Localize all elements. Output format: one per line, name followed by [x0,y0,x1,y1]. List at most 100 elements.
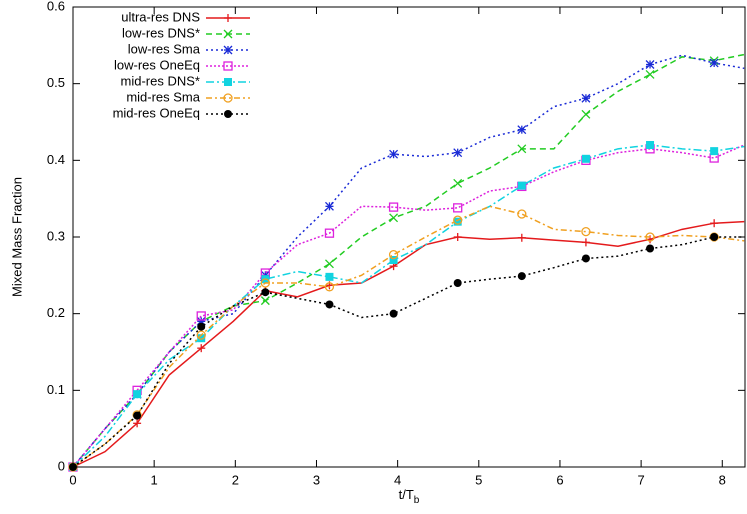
marker [581,154,590,163]
marker-stroke [581,93,591,103]
series-line [72,220,745,468]
marker [581,226,591,237]
y-tick-label: 0.4 [47,152,65,167]
marker [645,232,655,242]
marker-shape [389,256,398,264]
x-tick-label: 2 [232,472,239,487]
marker [453,217,462,226]
marker-shape [710,147,719,156]
marker-stroke [389,213,399,223]
marker [453,148,463,158]
plot-border [72,6,746,468]
y-tick-label: 0.2 [47,305,65,320]
x-tick-label: 5 [475,472,482,487]
marker [324,282,335,292]
marker [223,29,233,39]
marker-stroke [517,125,527,135]
x-tick-label: 3 [313,472,320,487]
marker [453,178,463,188]
marker-stroke [645,70,655,79]
marker-shape [517,209,527,219]
legend-label: low-res DNS* [122,25,200,40]
series-line [72,53,745,468]
marker [709,153,719,163]
marker-shape [710,233,719,241]
marker [645,60,655,69]
marker-stroke [453,178,463,188]
marker [645,70,655,79]
marker-shape [517,181,526,190]
marker-shape [325,272,334,281]
series-line [72,144,745,468]
marker [324,228,335,238]
marker [325,259,334,269]
marker-shape [388,202,399,212]
marker [389,149,399,159]
y-tick-label: 0.6 [47,0,65,13]
marker-shape [224,110,232,118]
marker [710,147,719,156]
marker [517,144,527,154]
marker-shape [197,322,206,331]
marker [517,209,527,219]
marker [196,330,206,340]
marker [453,233,462,241]
marker [197,344,206,353]
marker-shape [389,309,398,318]
y-tick-label: 0.1 [47,382,65,397]
marker-shape [646,141,655,149]
marker [388,202,399,212]
marker [133,419,142,428]
marker [710,233,719,241]
marker [517,233,526,242]
marker [224,110,232,118]
marker [517,125,527,135]
marker-shape [324,282,335,292]
marker [389,309,398,318]
legend-label: mid-res Sma [126,89,200,104]
marker [389,213,399,223]
marker [223,61,233,71]
marker-shape [260,278,270,288]
marker-shape [196,311,206,321]
marker-shape [325,300,334,309]
series-line [72,144,745,468]
marker-shape [453,203,463,213]
x-tick-label: 8 [719,472,726,487]
marker [223,93,233,103]
marker [453,279,462,287]
marker [325,272,334,281]
marker [197,334,206,343]
marker [325,201,334,211]
marker-stroke [453,148,463,158]
series-line [72,236,745,468]
marker-stroke [709,58,719,68]
marker-shape [261,288,270,297]
marker [133,390,142,399]
marker [260,278,270,288]
marker [325,300,334,309]
y-axis-label: Mixed Mass Fraction [9,177,24,297]
marker-stroke [325,201,334,211]
x-tick-label: 6 [556,472,563,487]
x-tick-label: 4 [394,472,401,487]
x-axis-label: t/Tb [399,487,420,505]
series-line [72,205,745,468]
marker [261,288,270,297]
marker [646,244,655,253]
marker-shape [646,244,655,253]
marker [223,45,233,55]
marker-shape [197,334,206,343]
marker-shape [581,154,590,163]
marker-shape [581,226,591,237]
legend-label: low-res OneEq [114,57,200,72]
marker [646,141,655,149]
marker [581,93,591,103]
marker [224,78,232,86]
marker-shape [133,390,142,399]
marker-shape [224,78,232,86]
marker-shape [324,228,335,238]
marker-stroke [223,29,233,39]
